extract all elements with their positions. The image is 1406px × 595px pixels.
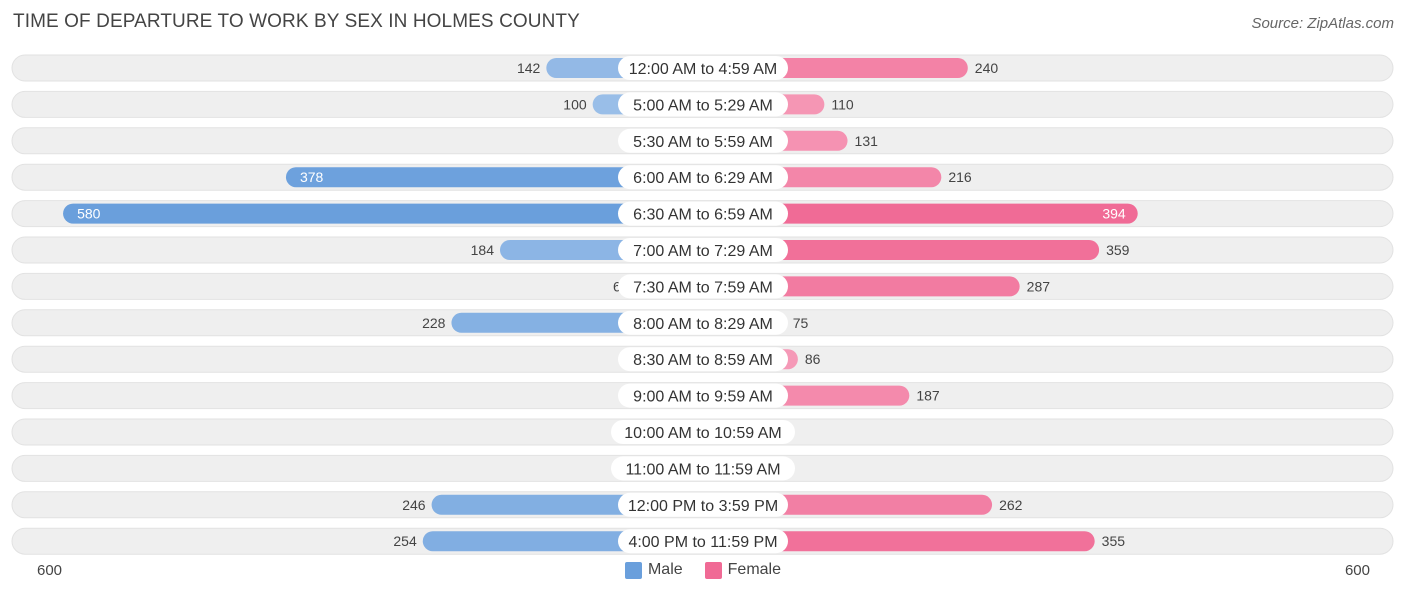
value-label-male: 142	[517, 60, 541, 76]
value-label-male: 100	[563, 96, 587, 112]
bar-male	[63, 203, 704, 224]
category-pill	[618, 383, 788, 408]
value-label-male: 580	[77, 206, 101, 222]
category-pill	[618, 128, 788, 153]
legend-swatch-male	[624, 561, 642, 579]
legend-item-male[interactable]: Male	[624, 561, 683, 579]
axis-right-label: 600	[1344, 562, 1370, 579]
chart-area: 142 240 12:00 AM to 4:59 AM 100 110 5:00 AM t…	[11, 54, 1394, 555]
value-label-female: 287	[1027, 278, 1051, 294]
category-pill	[618, 492, 788, 517]
category-pill	[611, 456, 795, 481]
category-label: 4:00 PM to 11:59 PM	[628, 534, 777, 551]
value-label-female: 187	[916, 388, 940, 404]
bar-female	[703, 240, 1100, 260]
value-label-male: 246	[402, 497, 426, 513]
value-label-female: 131	[855, 133, 879, 149]
category-label: 6:30 AM to 6:59 AM	[633, 207, 773, 224]
legend-label-female: Female	[727, 561, 782, 578]
legend-label-male: Male	[647, 561, 683, 578]
value-label-female: 216	[948, 169, 972, 185]
chart-title: TIME OF DEPARTURE TO WORK BY SEX IN HOLM…	[13, 11, 580, 32]
value-label-female: 110	[831, 96, 854, 112]
category-pill	[618, 529, 788, 554]
category-label: 12:00 AM to 4:59 AM	[629, 61, 778, 78]
legend-swatch-female	[704, 561, 722, 579]
category-pill	[618, 201, 788, 226]
value-label-male: 254	[393, 533, 417, 549]
bar-female	[703, 531, 1095, 552]
value-label-female: 75	[793, 315, 809, 331]
category-pill	[618, 347, 788, 372]
category-pill	[611, 420, 795, 444]
value-label-male: 184	[471, 242, 495, 258]
value-label-male: 228	[422, 315, 446, 331]
axis-left-label: 600	[37, 562, 63, 579]
category-label: 10:00 AM to 10:59 AM	[624, 425, 781, 442]
category-pill	[618, 165, 788, 190]
category-label: 7:00 AM to 7:29 AM	[633, 243, 773, 260]
bar-male	[285, 167, 703, 188]
legend-item-female[interactable]: Female	[704, 561, 782, 579]
category-pill	[618, 238, 788, 262]
category-label: 6:00 AM to 6:29 AM	[633, 170, 773, 187]
value-label-female: 262	[999, 497, 1023, 513]
category-pill	[618, 56, 788, 80]
category-label: 8:30 AM to 8:59 AM	[633, 352, 773, 369]
bar-female	[703, 203, 1138, 224]
category-label: 12:00 PM to 3:59 PM	[628, 498, 778, 515]
value-label-female: 359	[1106, 242, 1130, 258]
category-label: 11:00 AM to 11:59 AM	[625, 461, 780, 478]
category-pill	[618, 274, 788, 299]
category-label: 7:30 AM to 7:59 AM	[633, 279, 773, 296]
source-label: Source: ZipAtlas.com	[1251, 15, 1394, 32]
category-pill	[618, 92, 788, 117]
category-label: 8:00 AM to 8:29 AM	[633, 316, 773, 333]
value-label-female: 394	[1102, 206, 1126, 222]
legend: Male Female	[0, 561, 1406, 579]
value-label-female: 355	[1102, 533, 1126, 549]
category-label: 5:30 AM to 5:59 AM	[633, 134, 773, 151]
category-label: 9:00 AM to 9:59 AM	[633, 389, 773, 406]
value-label-female: 86	[805, 351, 821, 367]
value-label-male: 378	[300, 169, 324, 185]
category-pill	[618, 310, 788, 335]
value-label-female: 240	[975, 60, 999, 76]
category-label: 5:00 AM to 5:29 AM	[633, 97, 773, 114]
